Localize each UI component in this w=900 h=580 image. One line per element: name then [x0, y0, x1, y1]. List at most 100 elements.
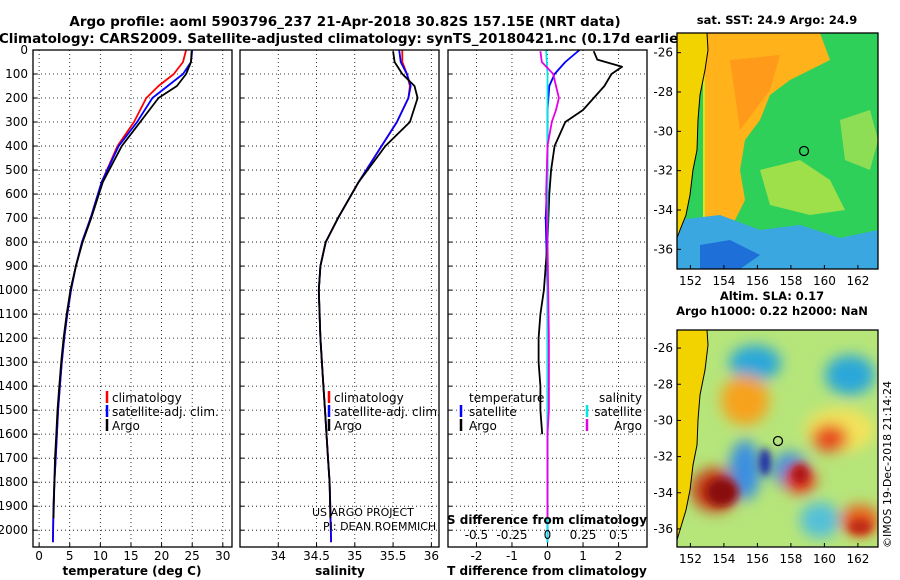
depth-tick-label: 600	[5, 187, 28, 201]
map-lat-tick-label: -32	[653, 450, 673, 464]
x-tick-label: -1	[506, 549, 518, 563]
sla-blob-low	[729, 345, 781, 381]
sla-land-australia	[677, 330, 709, 541]
temperature-x-axis-label: temperature (deg C)	[63, 564, 202, 578]
salinity-difference-x-axis-label: S difference from climatology	[447, 513, 647, 527]
map-lon-tick-label: 152	[679, 552, 702, 566]
difference-panel-frame	[447, 49, 648, 548]
x-tick-label: 25	[185, 549, 200, 563]
sst-map-image	[677, 33, 878, 269]
series-line-argo	[52, 51, 193, 519]
legend-group-temperature: temperature	[469, 391, 544, 405]
depth-tick-label: 1500	[0, 403, 28, 417]
legend-label-satellite-adj: satellite-adj. clim.	[112, 405, 219, 419]
sla-map-title-line2: Argo h1000: 0.22 h2000: NaN	[676, 304, 868, 318]
figure-title-line1: Argo profile: aoml 5903796_237 21-Apr-20…	[69, 14, 620, 30]
map-lat-tick-label: -28	[653, 377, 673, 391]
panel-series-group	[317, 50, 419, 543]
legend-label-climatology: climatology	[334, 391, 404, 405]
x-tick-label: 1	[579, 549, 587, 563]
data-series	[52, 50, 623, 543]
depth-tick-label: 700	[5, 211, 28, 225]
x-tick-label: 34.5	[303, 549, 330, 563]
legend-label-satellite-adj: satellite-adj. clim.	[334, 405, 441, 419]
depth-tick-label: 1700	[0, 451, 28, 465]
depth-tick-label: 1600	[0, 427, 28, 441]
x2-tick-label: -0.5	[465, 528, 488, 542]
depth-tick-label: 200	[5, 91, 28, 105]
difference-legend: temperature satellite Argo salinity sate…	[459, 391, 642, 433]
sla-float-marker	[772, 435, 784, 447]
map-lat-tick-label: -34	[653, 486, 673, 500]
map-lat-tick-label: -36	[653, 242, 673, 256]
depth-tick-label: 2000	[0, 523, 28, 537]
panel-series-group	[537, 50, 623, 543]
sst-land-australia	[677, 33, 709, 239]
x2-tick-label: 0.25	[570, 528, 597, 542]
temperature-panel-frame	[32, 49, 233, 548]
sst-warm-core	[730, 55, 780, 130]
series-line-argo-temperature	[537, 50, 623, 435]
map-lon-tick-label: 158	[779, 552, 802, 566]
map-lat-tick-label: -30	[653, 413, 673, 427]
series-line-climatology	[52, 50, 187, 543]
figure-title-line2: Climatology: CARS2009. Satellite-adjuste…	[0, 31, 691, 47]
depth-tick-label: 1200	[0, 331, 28, 345]
temperature-difference-x-axis-label: T difference from climatology	[447, 564, 647, 578]
x-tick-label: 5	[66, 549, 74, 563]
x-tick-label: 20	[154, 549, 169, 563]
salinity-x-axis-label: salinity	[315, 564, 365, 578]
x-tick-label: 30	[215, 549, 230, 563]
sla-blob-low	[729, 440, 761, 500]
x2-tick-label: -0.25	[496, 528, 527, 542]
map-lat-tick-label: -26	[653, 46, 673, 60]
legend-label-temp-satellite: satellite	[469, 405, 517, 419]
map-lon-tick-label: 154	[712, 552, 735, 566]
salinity-panel-frame	[239, 49, 440, 548]
sla-map-ticks: 152 154 156 158 160 162 -26 -28 -30 -32 -34 -36	[653, 341, 869, 566]
x-tick-label: 15	[123, 549, 138, 563]
series-line-satellite-adj-clim-	[52, 50, 194, 543]
map-lat-tick-label: -34	[653, 203, 673, 217]
sla-blob-low	[800, 502, 840, 538]
x-tick-label: 10	[93, 549, 108, 563]
map-lat-tick-label: -28	[653, 85, 673, 99]
map-lat-tick-label: -36	[653, 522, 673, 536]
sla-anomaly-cores	[706, 448, 872, 535]
sla-blob-low	[825, 355, 875, 395]
depth-tick-label: 0	[20, 43, 28, 57]
depth-tick-label: 1900	[0, 499, 28, 513]
sla-map-image	[677, 330, 878, 547]
map-lon-tick-label: 162	[846, 552, 869, 566]
legend-label-sal-argo: Argo	[614, 419, 642, 433]
depth-tick-label: 400	[5, 139, 28, 153]
map-lat-tick-label: -26	[653, 341, 673, 355]
x-tick-label: 35.5	[380, 549, 407, 563]
depth-tick-label: 1100	[0, 307, 28, 321]
x2-tick-label: 0	[544, 528, 552, 542]
x2-tick-label: 0.5	[609, 528, 628, 542]
legend-label-sal-satellite: satellite	[594, 405, 642, 419]
sst-float-marker	[798, 145, 810, 157]
sst-map-frame	[676, 32, 879, 270]
credit-pi: PI: DEAN ROEMMICH	[323, 520, 436, 533]
map-lon-tick-label: 162	[846, 274, 869, 288]
legend-group-salinity: salinity	[599, 391, 642, 405]
sla-core-high	[706, 478, 738, 506]
map-lat-tick-label: -32	[653, 164, 673, 178]
legend-label-climatology: climatology	[112, 391, 182, 405]
salinity-legend: climatology satellite-adj. clim. Argo	[327, 391, 441, 433]
x-tick-label: 2	[615, 549, 623, 563]
x-tick-label: 0	[544, 549, 552, 563]
x-tick-label: 36	[424, 549, 439, 563]
sst-cool-patch	[840, 110, 878, 170]
x-tick-label: -2	[470, 549, 482, 563]
map-lon-tick-label: 158	[779, 274, 802, 288]
map-lon-tick-label: 156	[746, 274, 769, 288]
map-lon-tick-label: 152	[679, 274, 702, 288]
series-line-argo-salinity	[539, 51, 560, 519]
depth-tick-label: 300	[5, 115, 28, 129]
x-tick-label: 0	[35, 549, 43, 563]
x-tick-label: 34	[271, 549, 286, 563]
sst-map-title: sat. SST: 24.9 Argo: 24.9	[697, 13, 857, 27]
